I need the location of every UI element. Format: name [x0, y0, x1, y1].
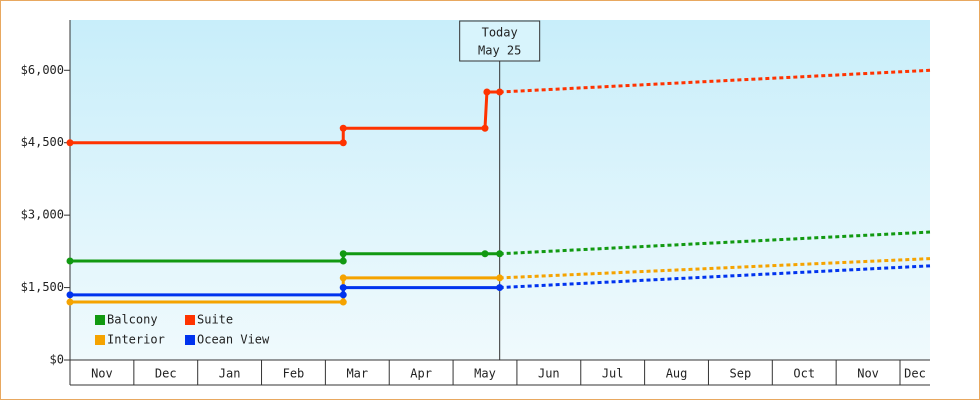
point: [339, 124, 347, 132]
x-tick-label: Mar: [346, 367, 368, 381]
point: [339, 298, 347, 306]
x-tick-label: Dec: [155, 367, 177, 381]
point: [496, 284, 504, 292]
point: [66, 298, 74, 306]
legend-swatch: [95, 315, 105, 325]
point: [339, 291, 347, 299]
point: [66, 257, 74, 265]
point: [339, 274, 347, 282]
point: [483, 88, 491, 96]
point: [66, 139, 74, 147]
point: [481, 124, 489, 132]
point: [339, 139, 347, 147]
x-tick-label: Jan: [219, 367, 241, 381]
x-tick-label: Jul: [602, 367, 624, 381]
today-box: [459, 20, 541, 62]
legend-swatch: [185, 315, 195, 325]
legend-swatch: [95, 335, 105, 345]
x-tick-label: Apr: [410, 367, 432, 381]
point: [339, 284, 347, 292]
y-tick-label: $4,500: [21, 135, 64, 149]
forecast-line: [499, 230, 931, 256]
point: [66, 291, 74, 299]
forecast-line: [499, 264, 931, 290]
point: [339, 257, 347, 265]
point: [481, 250, 489, 258]
point: [339, 250, 347, 258]
x-tick-label: Aug: [666, 367, 688, 381]
y-tick-label: $1,500: [21, 280, 64, 294]
x-tick-label: Nov: [91, 367, 113, 381]
y-tick-label: $3,000: [21, 208, 64, 222]
legend-label: Suite: [197, 313, 233, 327]
forecast-line: [499, 257, 931, 280]
legend-label: Balcony: [107, 313, 158, 327]
x-tick-label: May: [474, 367, 496, 381]
point: [496, 274, 504, 282]
x-tick-label: Sep: [730, 367, 752, 381]
y-tick-label: $0: [50, 353, 64, 367]
today-label: May 25: [478, 44, 521, 58]
y-tick-label: $6,000: [21, 63, 64, 77]
today-label: Today: [482, 26, 518, 40]
x-tick-label: Jun: [538, 367, 560, 381]
series-line: [70, 286, 500, 297]
point: [496, 250, 504, 258]
legend-label: Ocean View: [197, 333, 270, 347]
x-tick-label: Dec: [904, 367, 926, 381]
legend-swatch: [185, 335, 195, 345]
forecast-line: [499, 68, 931, 94]
x-tick-label: Oct: [793, 367, 815, 381]
x-tick-label: Nov: [857, 367, 879, 381]
legend-label: Interior: [107, 333, 165, 347]
point: [496, 88, 504, 96]
x-tick-label: Feb: [283, 367, 305, 381]
